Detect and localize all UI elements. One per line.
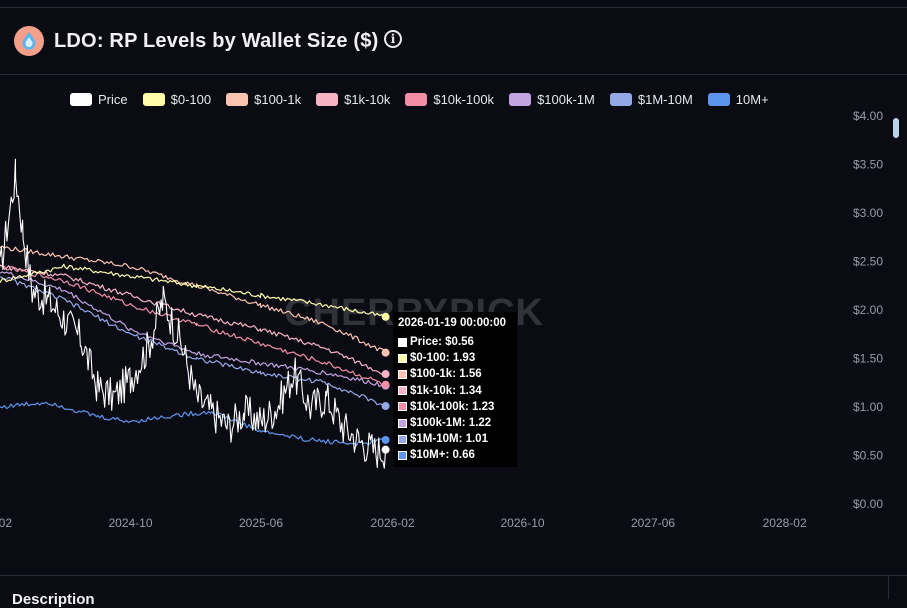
tooltip-swatch	[398, 353, 407, 363]
x-tick-label: 2028-02	[763, 516, 807, 530]
legend-item[interactable]: $100k-1M	[509, 92, 595, 107]
tooltip-label: Price: $0.56	[410, 336, 474, 348]
lido-drop-icon	[14, 26, 44, 56]
tooltip-row: $10M+: 0.66	[398, 449, 475, 461]
tooltip-swatch	[398, 337, 407, 347]
legend-swatch	[142, 92, 165, 106]
x-tick-label: 2026-10	[501, 516, 545, 530]
legend-label: $100k-1M	[537, 91, 595, 107]
legend-swatch	[405, 92, 428, 106]
tooltip-swatch	[398, 434, 407, 444]
legend-swatch	[226, 92, 249, 106]
tooltip-row: $1k-10k: 1.34	[398, 385, 482, 397]
tooltip-label: $100-1k: 1.56	[410, 368, 482, 381]
legend-label: $1M-10M	[637, 91, 693, 107]
hover-dot	[381, 445, 390, 454]
chart-header: LDO: RP Levels by Wallet Size ($) i	[0, 8, 907, 75]
legend-swatch	[509, 92, 532, 106]
legend-swatch	[316, 92, 339, 106]
hover-dot	[381, 402, 390, 411]
legend-item[interactable]: $1M-10M	[609, 91, 693, 107]
legend-item[interactable]: $1k-10k	[316, 92, 390, 107]
x-tick-label: 2026-02	[371, 516, 415, 530]
series-line	[0, 265, 386, 375]
tooltip-swatch	[398, 369, 407, 379]
hover-dot	[381, 370, 390, 379]
legend-item[interactable]: $100-1k	[226, 92, 301, 107]
tooltip-row: $0-100: 1.93	[398, 352, 475, 364]
tooltip-row: Price: $0.56	[398, 336, 474, 348]
legend-item[interactable]: $10k-100k	[405, 92, 494, 107]
info-icon[interactable]: i	[384, 30, 402, 48]
y-tick-label: $4.00	[853, 109, 883, 123]
series-lines	[0, 158, 387, 469]
y-axis: $0.00 $0.50 $1.00 $1.50 $2.00 $2.50 $3.00 $3.50…	[853, 109, 883, 511]
legend-item[interactable]: $0-100	[142, 91, 212, 107]
y-tick-label: $2.50	[853, 255, 883, 269]
x-tick-label: 2025-06	[239, 516, 283, 530]
tooltip-label: $10M+: 0.66	[410, 449, 475, 462]
scrollbar-handle[interactable]	[893, 118, 899, 138]
y-tick-label: $3.00	[853, 206, 883, 220]
y-tick-label: $0.50	[853, 449, 883, 463]
top-border	[0, 7, 907, 8]
tooltip-row: $1M-10M: 1.01	[398, 433, 488, 445]
tooltip-swatch	[398, 386, 407, 396]
hover-dot	[381, 435, 390, 444]
hover-dot	[381, 380, 390, 389]
series-line	[0, 271, 386, 388]
tooltip-label: $100k-1M: 1.22	[410, 417, 492, 429]
legend-label: Price	[98, 91, 128, 107]
tooltip-swatch	[398, 418, 407, 428]
legend-label: $1k-10k	[344, 91, 391, 107]
legend-label: $0-100	[170, 91, 212, 107]
legend-swatch	[609, 92, 632, 106]
tooltip-row: $100k-1M: 1.22	[398, 417, 491, 429]
y-tick-label: $2.00	[853, 303, 883, 317]
y-tick-label: $1.00	[853, 400, 883, 414]
legend-label: 10M+	[735, 91, 769, 107]
tooltip-label: $10k-100k: 1.23	[410, 400, 495, 413]
hover-dot	[381, 312, 390, 321]
legend-item[interactable]: Price	[70, 92, 128, 107]
hover-dot	[381, 348, 390, 357]
legend-label: $10k-100k	[433, 91, 495, 107]
x-tick-label: 4-02	[0, 516, 12, 530]
series-line	[0, 263, 386, 318]
tooltip-swatch	[398, 450, 407, 460]
series-line	[0, 276, 386, 407]
tooltip-label: $1M-10M: 1.01	[410, 433, 488, 446]
y-tick-label: $0.00	[853, 497, 883, 511]
y-tick-label: $1.50	[853, 352, 883, 366]
legend-swatch	[707, 92, 730, 106]
legend-label: $100-1k	[254, 91, 302, 107]
y-tick-label: $3.50	[853, 158, 883, 172]
series-line	[0, 401, 386, 447]
tooltip-row: $100-1k: 1.56	[398, 368, 482, 380]
series-line	[0, 245, 387, 354]
legend-swatch	[70, 92, 92, 106]
tooltip-label: $1k-10k: 1.34	[410, 384, 482, 397]
bottom-border	[0, 575, 907, 576]
description-heading: Description	[12, 591, 95, 608]
x-tick-label: 2024-10	[108, 516, 152, 530]
x-axis: 4-02 2024-10 2025-06 2026-02 2026-10 2027-06 2…	[0, 516, 807, 530]
tooltip-row: $10k-100k: 1.23	[398, 401, 494, 413]
tooltip-date: 2026-01-19 00:00:00	[398, 317, 507, 329]
tooltip-label: $0-100: 1.93	[410, 352, 476, 365]
x-tick-label: 2027-06	[631, 516, 675, 530]
tooltip-swatch	[398, 402, 407, 412]
legend-item[interactable]: 10M+	[707, 91, 769, 107]
chart-title: LDO: RP Levels by Wallet Size ($)	[54, 30, 379, 52]
series-line	[0, 158, 387, 469]
legend: Price $0-100 $100-1k $1k-10k $10k-100k $100k-…	[70, 90, 784, 108]
series-line	[0, 264, 387, 386]
bottom-right-border	[888, 575, 889, 599]
tooltip: 2026-01-19 00:00:00 Price: $0.56 $0-100: …	[393, 312, 517, 467]
hover-dots	[381, 312, 390, 454]
